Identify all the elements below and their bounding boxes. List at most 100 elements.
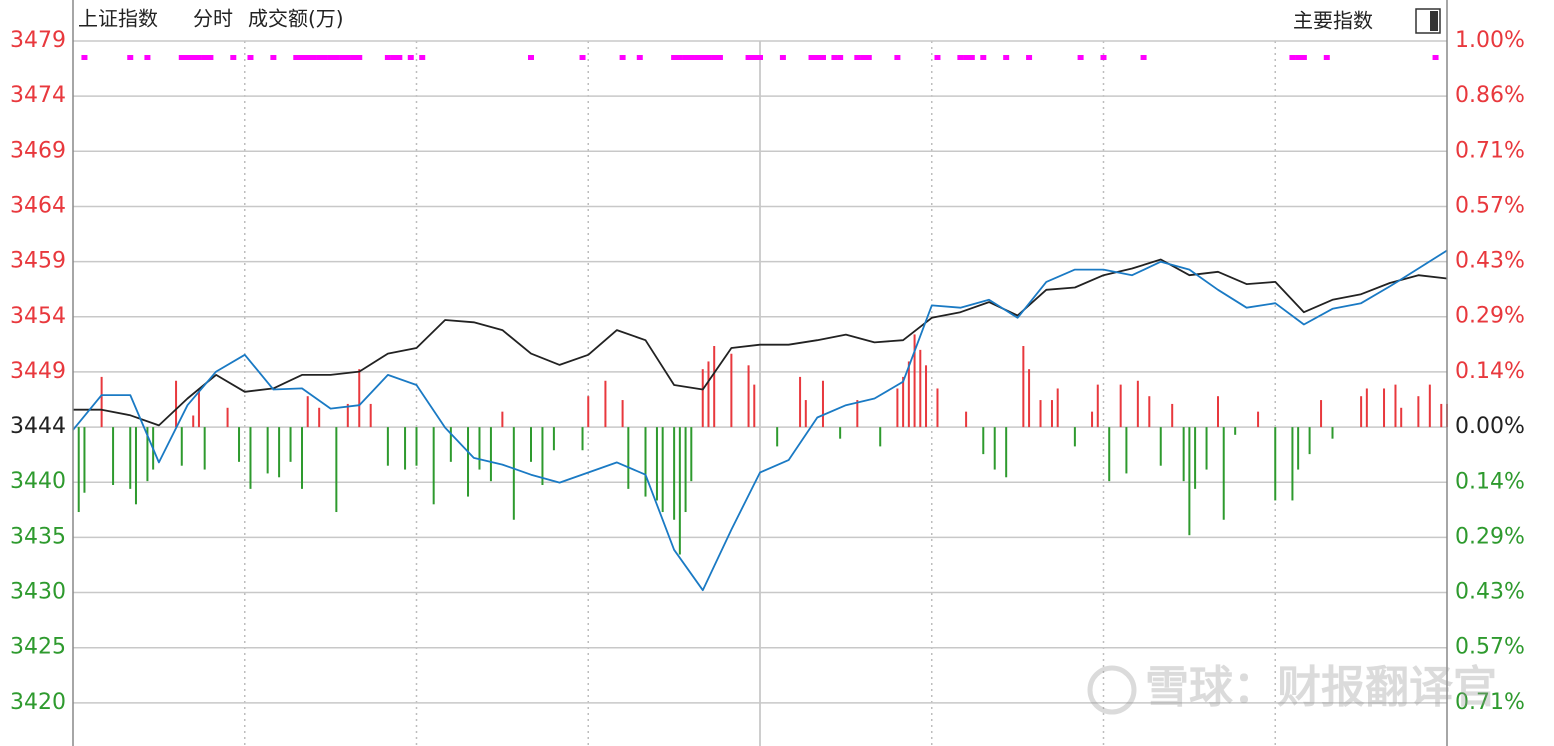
bar [804,400,807,428]
bar [902,376,905,428]
bars [77,334,1448,555]
signal-marker [407,55,414,60]
bar [1136,380,1139,428]
signal-marker [327,55,334,60]
signal-marker [384,55,391,60]
bar [112,427,115,486]
bar [1039,400,1042,428]
signal-marker [980,55,987,60]
signal-marker [1289,55,1296,60]
bar [1291,427,1294,501]
bar [673,427,676,520]
bar [1428,384,1431,428]
bar [982,427,985,455]
signal-marker [333,55,340,60]
bar [821,380,824,428]
bar [134,427,137,505]
signal-marker [1077,55,1084,60]
signal-marker [1323,55,1330,60]
signal-marker [321,55,328,60]
y2-tick-label: 0.57% [1455,194,1525,219]
y2-tick-label: 0.71% [1455,690,1525,715]
bar [730,353,733,428]
signal-marker [1432,55,1439,60]
y2-tick-label: 0.29% [1455,525,1525,550]
signal-marker [837,55,844,60]
bar [478,427,481,470]
bar [753,384,756,428]
bar [925,365,928,428]
watermark-group: 雪球：财报翻译官 [1087,662,1497,715]
signal-marker [270,55,277,60]
y-tick-label: 3459 [10,249,66,274]
y-tick-label: 3454 [10,304,66,329]
bar [146,427,149,482]
bar [1005,427,1008,478]
line [72,249,1448,592]
bar [77,427,80,513]
grid [73,40,1447,746]
watermark: 雪球：财报翻译官 [1145,662,1497,713]
bar [369,403,372,428]
signal-marker [1026,55,1033,60]
bar [701,369,704,428]
bar [501,411,504,428]
signal-marker [299,55,305,60]
bar [913,334,916,428]
signal-marker [865,55,872,60]
bar [1182,427,1185,482]
signal-marker [808,55,815,60]
y2-tick-label: 0.57% [1455,635,1525,660]
bar [684,427,687,513]
signal-marker [963,55,970,60]
y-tick-label: 3440 [10,469,66,494]
signal-marker [396,55,403,60]
signal-marker [247,55,254,60]
signal-marker [1003,55,1010,60]
bar [1096,384,1099,428]
y2-tick-label: 0.14% [1455,359,1525,384]
line [73,258,1448,427]
bar [238,427,241,462]
signal-marker [779,55,786,60]
signal-marker [201,55,208,60]
lines [72,249,1448,592]
y-tick-label: 3425 [10,635,66,660]
signal-marker [636,55,643,60]
bar [432,427,435,505]
bar [415,427,418,466]
signal-marker [831,55,838,60]
bar [1365,388,1368,428]
signal-marker [144,55,151,60]
indicator: 成交额(万) [248,7,344,31]
y-tick-label: 3449 [10,359,66,384]
signal-marker [344,55,351,60]
signal-marker [528,55,534,60]
bar [661,427,664,513]
bar [541,427,544,486]
bar [1148,396,1151,428]
bar [1194,427,1197,489]
bar [335,427,338,513]
bar [1417,396,1420,428]
bar [839,427,842,439]
y-tick-label: 3430 [10,580,66,605]
signal-marker [676,55,683,60]
bar [1320,400,1323,428]
bar [1234,427,1237,435]
bar [1171,403,1174,428]
bar [318,407,321,428]
bar [1217,396,1219,428]
panel-toggle[interactable] [1415,8,1441,34]
mode: 分时 [193,7,233,31]
signal-marker [339,55,346,60]
bar [1119,384,1122,428]
bar [1073,427,1076,447]
signal-marker [711,55,718,60]
watermark-logo [1087,665,1137,715]
menu[interactable]: 主要指数 [1293,9,1373,33]
bar [1394,384,1397,428]
bar [1056,388,1059,428]
signal-marker [356,55,363,60]
